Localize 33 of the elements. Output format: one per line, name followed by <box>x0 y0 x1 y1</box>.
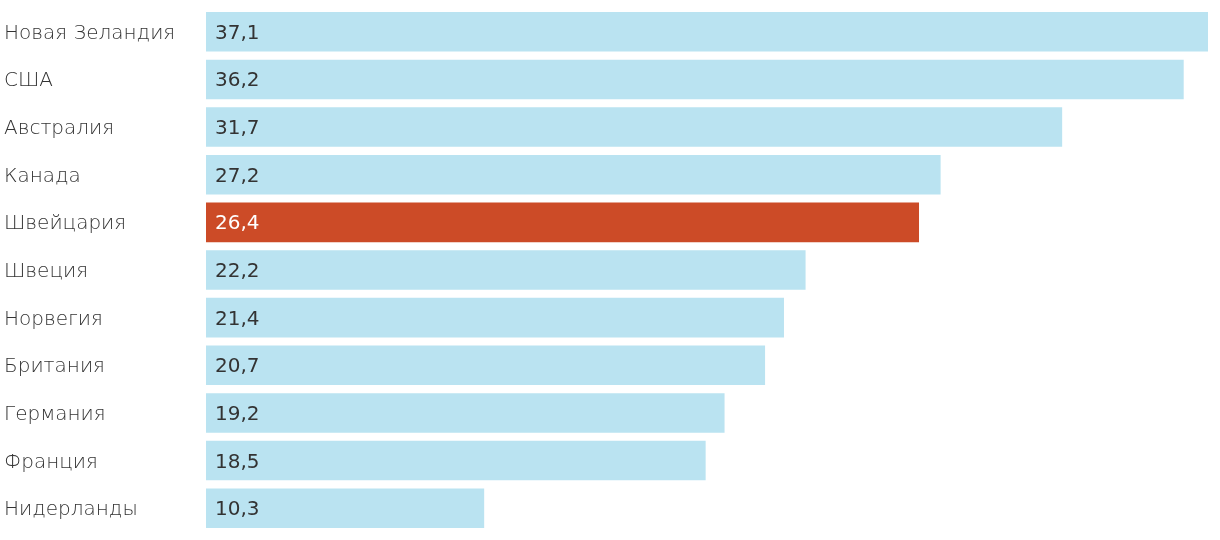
data-label: 21,4 <box>215 305 260 330</box>
y-tick-label: Австралия <box>4 115 115 140</box>
bar <box>206 393 725 433</box>
data-label: 20,7 <box>215 353 260 378</box>
bar <box>206 154 941 195</box>
y-tick-label: США <box>4 67 54 92</box>
y-tick-label: Швеция <box>4 258 89 282</box>
y-tick-label: Швейцария <box>4 210 127 235</box>
bar <box>206 345 766 386</box>
y-tick-label: Франция <box>4 448 98 473</box>
y-tick-label: Нидерланды <box>4 496 138 521</box>
y-tick-label: Новая Зеландия <box>4 19 176 44</box>
data-label: 37,1 <box>215 19 260 44</box>
y-tick-label: Канада <box>4 162 81 187</box>
data-label: 10,3 <box>215 496 260 521</box>
data-label: 26,4 <box>215 210 260 235</box>
data-label: 27,2 <box>215 162 260 187</box>
bar <box>206 440 706 481</box>
bar <box>206 488 485 528</box>
data-label: 36,2 <box>215 67 260 92</box>
bar <box>206 297 784 338</box>
data-label: 18,5 <box>215 448 260 473</box>
bar <box>206 202 920 243</box>
y-tick-label: Германия <box>4 400 106 425</box>
bar <box>206 250 806 290</box>
data-label: 19,2 <box>215 400 260 425</box>
data-label: 31,7 <box>215 115 260 140</box>
data-label: 22,2 <box>215 258 260 282</box>
y-tick-label: Британия <box>4 353 105 378</box>
bar <box>206 59 1184 100</box>
bar <box>206 107 1063 147</box>
y-tick-label: Норвегия <box>4 305 103 330</box>
bar <box>206 12 1208 52</box>
